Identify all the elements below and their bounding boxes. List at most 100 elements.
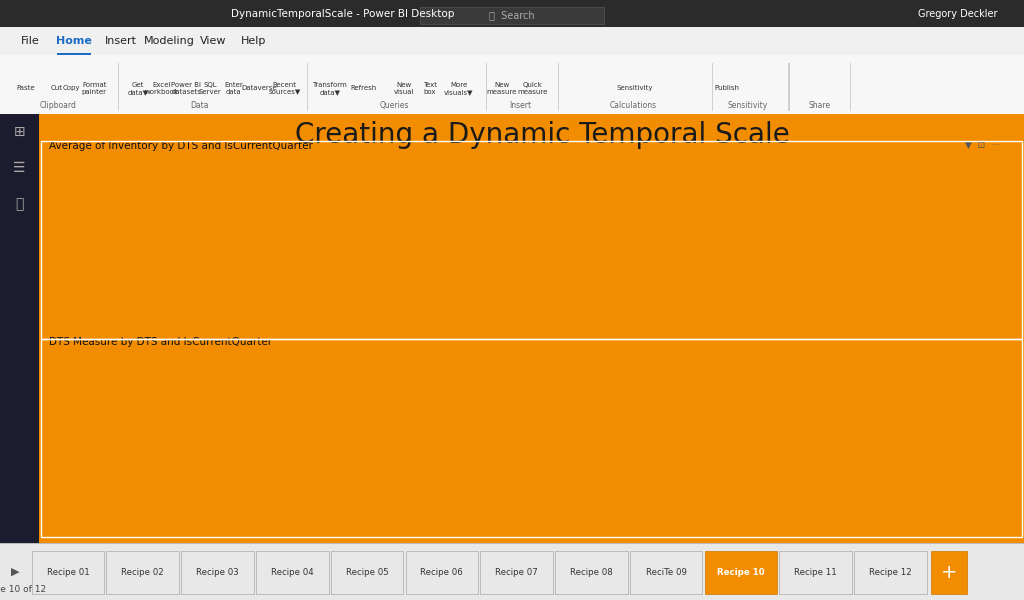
Bar — [665, 413, 680, 525]
Text: SQL
Server: SQL Server — [199, 82, 221, 95]
Text: 🔍: 🔍 — [15, 197, 24, 211]
Text: Sensitivity: Sensitivity — [727, 101, 768, 110]
Text: Paste: Paste — [16, 85, 35, 91]
Text: Quick
measure: Quick measure — [517, 82, 548, 95]
Bar — [123, 414, 138, 525]
Text: Get
data▼: Get data▼ — [128, 82, 148, 95]
Text: DTS Measure by DTS and IsCurrentQuarter: DTS Measure by DTS and IsCurrentQuarter — [49, 337, 272, 347]
Bar — [177, 414, 193, 525]
Bar — [312, 409, 328, 525]
Text: ▼  ⊡  ···: ▼ ⊡ ··· — [965, 141, 999, 150]
Text: Publish: Publish — [715, 85, 739, 91]
Text: Home: Home — [55, 37, 92, 46]
Bar — [990, 442, 1005, 525]
Text: Insert: Insert — [104, 37, 137, 46]
Text: DynamicTemporalScale - Power BI Desktop: DynamicTemporalScale - Power BI Desktop — [231, 9, 455, 19]
Text: Recipe 06: Recipe 06 — [421, 568, 463, 577]
Bar — [151, 216, 165, 327]
Text: Enter
data: Enter data — [224, 82, 243, 95]
Text: Creating a Dynamic Temporal Scale: Creating a Dynamic Temporal Scale — [295, 121, 791, 149]
Bar — [421, 218, 436, 327]
Bar — [827, 411, 842, 525]
Bar — [610, 413, 626, 525]
Text: Recipe 01: Recipe 01 — [47, 568, 89, 577]
Bar — [231, 411, 247, 525]
Bar — [584, 415, 598, 525]
Bar — [151, 414, 165, 525]
Bar — [231, 213, 247, 327]
Bar — [908, 211, 924, 327]
Bar — [177, 216, 193, 327]
Y-axis label: DTS Measure: DTS Measure — [49, 421, 58, 479]
Text: Copy: Copy — [62, 85, 81, 91]
Text: Recipe 10: Recipe 10 — [717, 568, 765, 577]
Bar — [882, 213, 896, 327]
Text: Recipe 03: Recipe 03 — [197, 568, 239, 577]
Bar — [665, 215, 680, 327]
Bar — [936, 433, 950, 525]
Text: Recipe 05: Recipe 05 — [346, 568, 388, 577]
Text: File: File — [22, 37, 40, 46]
Bar — [800, 205, 815, 327]
Bar — [503, 220, 517, 327]
Text: +: + — [940, 563, 957, 582]
Text: Text
box: Text box — [423, 82, 437, 95]
Text: Calculations: Calculations — [609, 101, 656, 110]
Bar — [421, 416, 436, 525]
Text: Average of Inventory by DTS and IsCurrentQuarter: Average of Inventory by DTS and IsCurren… — [49, 141, 313, 151]
Text: Sensitivity: Sensitivity — [616, 85, 653, 91]
Bar — [529, 221, 545, 327]
Text: Format
painter: Format painter — [82, 82, 106, 95]
Text: Insert: Insert — [509, 101, 531, 110]
Bar — [96, 221, 111, 327]
Bar — [286, 409, 301, 525]
Bar — [692, 218, 707, 327]
Bar — [638, 215, 652, 327]
Text: Recipe 11: Recipe 11 — [795, 568, 837, 577]
Bar — [908, 409, 924, 525]
Bar — [882, 411, 896, 525]
Bar — [449, 215, 463, 327]
Text: Power BI
datasets: Power BI datasets — [171, 82, 202, 95]
Bar — [963, 425, 978, 525]
Bar — [854, 406, 869, 525]
Text: Dataverse: Dataverse — [242, 85, 276, 91]
Text: Recipe 08: Recipe 08 — [570, 568, 612, 577]
Bar — [340, 217, 354, 327]
Text: Share: Share — [808, 101, 830, 110]
Bar — [367, 215, 382, 327]
Text: Cut: Cut — [50, 85, 62, 91]
Text: New
measure: New measure — [486, 82, 517, 95]
Text: Refresh: Refresh — [350, 85, 377, 91]
Bar — [96, 419, 111, 525]
Text: Clipboard: Clipboard — [40, 101, 77, 110]
Text: Queries: Queries — [380, 101, 409, 110]
Text: Help: Help — [242, 37, 266, 46]
Text: ☰: ☰ — [13, 161, 26, 175]
Y-axis label: Average of Inventory: Average of Inventory — [49, 205, 58, 299]
Text: New
visual: New visual — [394, 82, 415, 95]
Text: ⊞: ⊞ — [13, 125, 26, 139]
Bar — [827, 238, 842, 327]
Bar — [475, 218, 490, 327]
Bar — [746, 218, 761, 327]
Text: More
visuals▼: More visuals▼ — [444, 82, 473, 95]
Bar — [503, 419, 517, 525]
Bar — [394, 414, 409, 525]
Bar — [367, 413, 382, 525]
Text: Excel
workbook: Excel workbook — [144, 82, 179, 95]
Text: Data: Data — [190, 101, 209, 110]
Bar — [286, 211, 301, 327]
Bar — [205, 218, 219, 327]
Bar — [449, 413, 463, 525]
Bar — [556, 415, 571, 525]
Bar — [475, 417, 490, 525]
Text: Page 10 of 12: Page 10 of 12 — [0, 584, 46, 594]
Bar — [205, 416, 219, 525]
Bar — [340, 415, 354, 525]
Bar — [259, 213, 273, 327]
Bar — [638, 412, 652, 525]
Bar — [584, 217, 598, 327]
Bar — [610, 215, 626, 327]
Bar — [692, 416, 707, 525]
